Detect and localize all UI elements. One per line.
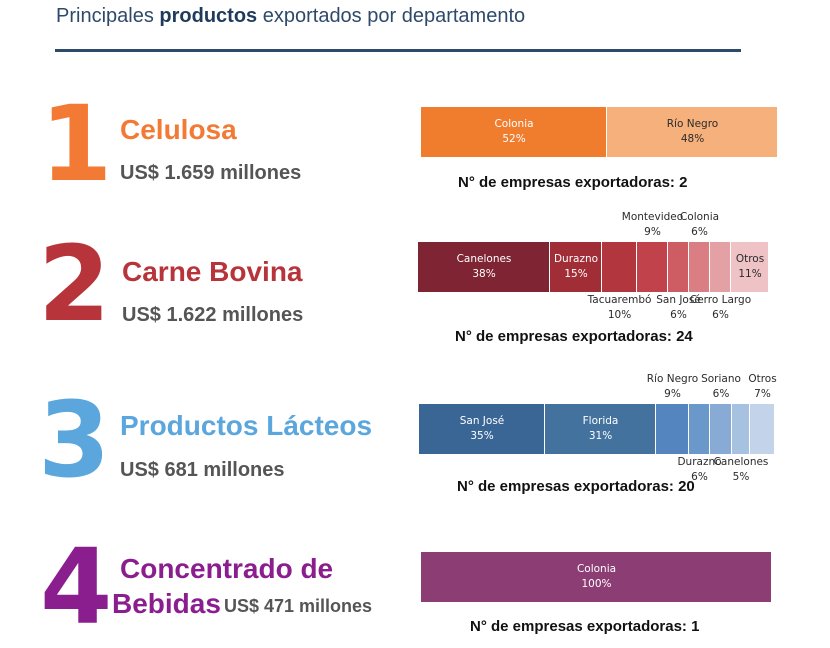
segment-category: San José — [656, 294, 701, 306]
segment-percent: 38% — [472, 268, 496, 280]
bar-segment-rio-negro — [607, 107, 778, 157]
segment-percent: 6% — [691, 226, 708, 238]
bar-segment-rio-negro — [656, 404, 689, 454]
product-name-1: Celulosa — [120, 114, 237, 145]
segment-percent: 6% — [712, 309, 729, 321]
segment-category: Canelones — [456, 253, 512, 265]
segment-percent: 6% — [691, 471, 708, 483]
bar-segment-soriano — [710, 404, 732, 454]
company-count-3: N° de empresas exportadoras: 20 — [457, 478, 695, 495]
segment-percent: 15% — [564, 268, 588, 280]
company-count-1: N° de empresas exportadoras: 2 — [458, 174, 688, 191]
segment-category: Durazno — [553, 253, 599, 265]
segment-percent: 10% — [607, 309, 632, 321]
product-name-4-line1: Concentrado de — [120, 553, 334, 584]
stacked-bar-concentrado-bebidas: Colonia 100% — [421, 552, 772, 602]
segment-category: Florida — [582, 415, 619, 427]
segment-category: Canelones — [713, 456, 769, 468]
segment-label-florida: Florida 31% — [545, 404, 656, 454]
segment-percent: 35% — [470, 430, 494, 442]
product-value-4: US$ 471 millones — [224, 596, 373, 616]
bar-segment-otros — [750, 404, 775, 454]
product-value-1: US$ 1.659 millones — [120, 162, 302, 184]
bar-segment-durazno — [689, 404, 710, 454]
rank-3: 3 — [38, 379, 110, 501]
segment-percent: 11% — [738, 268, 762, 280]
bar-segment-colonia — [421, 107, 607, 157]
rank-2: 2 — [38, 223, 110, 345]
segment-label-san-jose: San José 6% — [656, 293, 701, 323]
segment-category: Río Negro — [666, 118, 719, 130]
segment-category: Otros — [748, 373, 777, 385]
segment-percent: 100% — [581, 578, 612, 590]
header-divider — [55, 49, 741, 52]
title-suffix: exportados por departamento — [257, 5, 526, 27]
segment-label-soriano: Soriano 6% — [701, 372, 741, 402]
segment-category: Colonia — [494, 118, 534, 130]
stacked-bar-celulosa: Colonia 52% Río Negro 48% — [421, 107, 778, 157]
segment-label-rio-negro: Río Negro 48% — [607, 107, 778, 157]
product-name-3: Productos Lácteos — [120, 410, 373, 441]
product-value-3: US$ 681 millones — [120, 459, 285, 481]
bar-segment-florida — [545, 404, 656, 454]
segment-percent: 9% — [664, 388, 681, 400]
bar-segment-montevideo — [637, 242, 668, 292]
bar-segment-canelones — [732, 404, 750, 454]
title-emphasis: productos — [159, 5, 258, 27]
bar-segment-san-jose — [668, 242, 689, 292]
bar-segment-san-jose — [419, 404, 545, 454]
bar-segment-colonia — [689, 242, 710, 292]
segment-category: Otros — [735, 253, 765, 265]
bar-segment-durazno — [550, 242, 602, 292]
company-count-4: N° de empresas exportadoras: 1 — [470, 618, 700, 635]
segment-category: Soriano — [701, 373, 741, 385]
bar-segment-canelones — [418, 242, 550, 292]
bar-segment-colonia — [421, 552, 772, 602]
segment-label-durazno: Durazno 6% — [677, 455, 721, 485]
segment-category: Colonia — [576, 563, 617, 575]
segment-label-otros: Otros 11% — [731, 242, 769, 292]
company-count-2: N° de empresas exportadoras: 24 — [455, 328, 693, 345]
segment-label-montevideo: Montevideo 9% — [622, 210, 683, 240]
segment-label-tacuarembo: Tacuarembó 10% — [588, 293, 652, 323]
segment-label-colonia: Colonia 100% — [421, 552, 772, 602]
segment-category: Montevideo — [621, 211, 684, 223]
rank-1: 1 — [40, 83, 112, 205]
segment-label-colonia: Colonia 6% — [680, 210, 719, 240]
segment-percent: 6% — [712, 388, 730, 400]
segment-percent: 6% — [670, 309, 687, 321]
segment-category: Tacuarembó — [587, 294, 652, 306]
segment-category: Cerro Largo — [689, 294, 752, 306]
segment-label-otros: Otros 7% — [748, 372, 776, 402]
segment-label-canelones: Canelones 5% — [714, 455, 769, 485]
segment-percent: 9% — [644, 226, 661, 238]
segment-label-cerro-largo: Cerro Largo 6% — [690, 293, 751, 323]
product-name-4-line2: Bebidas — [112, 588, 221, 619]
title-prefix: Principales — [56, 5, 160, 27]
segment-percent: 52% — [502, 133, 526, 145]
segment-percent: 48% — [680, 133, 705, 145]
product-name-2: Carne Bovina — [122, 256, 303, 287]
segment-category: Río Negro — [646, 373, 699, 385]
segment-category: San José — [459, 415, 505, 427]
product-value-2: US$ 1.622 millones — [122, 304, 304, 326]
bar-segment-cerro-largo — [710, 242, 731, 292]
segment-label-durazno: Durazno 15% — [550, 242, 602, 292]
segment-percent: 31% — [588, 430, 613, 442]
segment-label-colonia: Colonia 52% — [421, 107, 607, 157]
stacked-bar-productos-lacteos: San José 35% Florida 31% Río Negro 9% Durazno 6… — [419, 373, 777, 483]
segment-percent: 5% — [732, 471, 750, 483]
segment-category: Colonia — [679, 211, 720, 223]
segment-label-san-jose: San José 35% — [419, 404, 545, 454]
segment-label-canelones: Canelones 38% — [418, 242, 550, 292]
page-title: Principales productos exportados por dep… — [56, 5, 525, 28]
bar-segment-tacuarembo — [602, 242, 637, 292]
segment-category: Durazno — [677, 456, 722, 468]
stacked-bar-carne-bovina: Canelones 38% Durazno 15% Tacuarembó 10% Monte… — [418, 211, 769, 321]
segment-label-rio-negro: Río Negro 9% — [647, 372, 698, 402]
segment-percent: 7% — [754, 388, 771, 400]
rank-4: 4 — [40, 526, 112, 648]
bar-segment-otros — [731, 242, 769, 292]
